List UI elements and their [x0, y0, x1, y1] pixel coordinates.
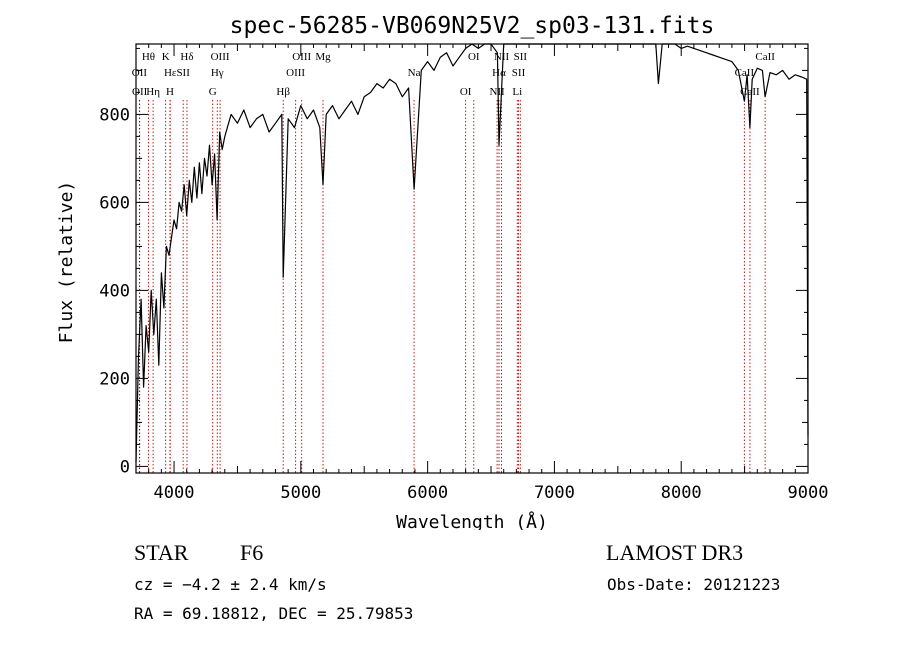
x-tick-label: 6000	[407, 483, 448, 503]
line-marker-label: K	[162, 51, 170, 63]
x-tick-label: 5000	[280, 483, 321, 503]
line-marker-label: Hε	[164, 67, 177, 79]
line-marker-label: Hγ	[211, 67, 224, 79]
redshift-cz: cz = −4.2 ± 2.4 km/s	[134, 575, 327, 594]
line-marker-label: Mg	[315, 51, 331, 63]
line-markers	[138, 100, 766, 473]
spectrum-chart: spec-56285-VB069N25V2_sp03-131.fits Hθ OI…	[56, 13, 829, 530]
line-marker-label: SII	[176, 67, 190, 79]
x-tick-label: 8000	[661, 483, 702, 503]
line-marker-label: Hβ	[276, 86, 290, 98]
y-tick-label: 400	[99, 281, 130, 301]
line-marker-label: OI	[468, 51, 480, 63]
x-tick-label: 7000	[534, 483, 575, 503]
line-marker-label: H	[166, 86, 174, 98]
ra-dec-coordinates: RA = 69.18812, DEC = 25.79853	[134, 604, 414, 623]
line-marker-label: OI	[460, 86, 472, 98]
line-marker-label: OIII	[292, 51, 311, 63]
line-marker-label: SII	[514, 51, 528, 63]
observation-date: Obs-Date: 20121223	[607, 575, 781, 594]
line-marker-label: G	[209, 86, 217, 98]
line-marker-label: Li	[512, 86, 522, 98]
line-marker-label: OIII	[286, 67, 305, 79]
y-tick-label: 200	[99, 369, 130, 389]
y-axis-label: Flux (relative)	[56, 181, 77, 344]
y-tick-label: 600	[99, 193, 130, 213]
y-axis-ticks: 0 200 400 600 800	[99, 47, 808, 477]
line-marker-label: Hθ	[142, 51, 155, 63]
line-marker-label: OIII	[211, 51, 230, 63]
x-tick-label: 9000	[788, 483, 829, 503]
line-marker-label: NII	[489, 86, 505, 98]
line-marker-label: Hη	[146, 86, 160, 98]
line-marker-label: Hα	[492, 67, 506, 79]
spectrum-line	[135, 43, 809, 463]
line-marker-label: Na	[408, 67, 421, 79]
line-marker-label: OII	[132, 67, 148, 79]
x-axis-label: Wavelength (Å)	[396, 511, 548, 530]
line-marker-label: CaII	[755, 51, 775, 63]
line-marker-labels: HθOIIOIIKHεHηHδSIIHOIIIHγGOIIIOIIIHβMgNa…	[132, 51, 775, 98]
line-marker-label: SII	[512, 67, 526, 79]
y-tick-label: 0	[120, 457, 130, 477]
object-subclass: F6	[240, 540, 264, 565]
object-class: STAR	[134, 540, 189, 565]
line-marker-label: NII	[494, 51, 510, 63]
line-marker-label: Hδ	[180, 51, 193, 63]
data-release: LAMOST DR3	[606, 540, 744, 565]
chart-title: spec-56285-VB069N25V2_sp03-131.fits	[230, 13, 715, 39]
plot-frame	[135, 43, 809, 474]
x-tick-label: 4000	[154, 483, 195, 503]
y-tick-label: 800	[99, 105, 130, 125]
x-axis-ticks: 4000 5000 6000 7000 8000 9000	[135, 44, 829, 503]
